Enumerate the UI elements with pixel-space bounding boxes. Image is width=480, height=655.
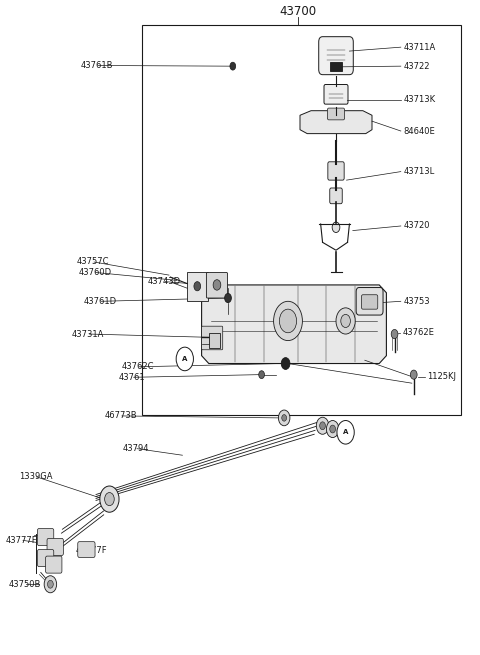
- Bar: [209, 333, 220, 348]
- Text: 43760D: 43760D: [78, 268, 111, 277]
- Circle shape: [105, 493, 114, 506]
- FancyBboxPatch shape: [206, 272, 228, 298]
- FancyBboxPatch shape: [202, 326, 223, 350]
- FancyBboxPatch shape: [356, 288, 383, 315]
- Text: 43777F: 43777F: [6, 536, 37, 545]
- Text: 43700: 43700: [279, 5, 316, 18]
- Text: 43777F: 43777F: [76, 546, 108, 555]
- Text: A: A: [182, 356, 188, 362]
- Circle shape: [281, 358, 290, 369]
- Text: 43761: 43761: [119, 373, 145, 382]
- Text: 43743D: 43743D: [148, 277, 181, 286]
- Text: 43761D: 43761D: [84, 297, 117, 306]
- Text: 43713L: 43713L: [403, 167, 434, 176]
- Polygon shape: [202, 285, 386, 364]
- FancyBboxPatch shape: [327, 108, 345, 120]
- FancyBboxPatch shape: [328, 162, 344, 180]
- Text: 43713K: 43713K: [403, 95, 435, 104]
- Text: 46773B: 46773B: [105, 411, 137, 421]
- Circle shape: [274, 301, 302, 341]
- Text: 43731A: 43731A: [72, 329, 104, 339]
- Bar: [142, 25, 461, 415]
- Text: 43720: 43720: [403, 221, 430, 231]
- FancyBboxPatch shape: [47, 538, 63, 555]
- Bar: [330, 62, 342, 71]
- Text: 43794: 43794: [122, 444, 149, 453]
- Circle shape: [44, 576, 57, 593]
- Text: 43762C: 43762C: [121, 362, 154, 371]
- Circle shape: [326, 421, 339, 438]
- Polygon shape: [187, 272, 208, 301]
- Circle shape: [410, 370, 417, 379]
- FancyBboxPatch shape: [46, 556, 62, 573]
- Polygon shape: [300, 111, 372, 134]
- Text: 1125KJ: 1125KJ: [427, 372, 456, 381]
- Circle shape: [316, 417, 329, 434]
- Text: A: A: [343, 429, 348, 436]
- Circle shape: [332, 222, 340, 233]
- FancyBboxPatch shape: [324, 84, 348, 104]
- Circle shape: [100, 486, 119, 512]
- Circle shape: [194, 282, 201, 291]
- Circle shape: [213, 280, 221, 290]
- Text: 84640E: 84640E: [403, 126, 435, 136]
- FancyBboxPatch shape: [330, 188, 342, 204]
- Circle shape: [176, 347, 193, 371]
- Text: 43762E: 43762E: [402, 328, 434, 337]
- Circle shape: [341, 314, 350, 328]
- Circle shape: [48, 580, 53, 588]
- Circle shape: [278, 410, 290, 426]
- FancyBboxPatch shape: [37, 550, 54, 567]
- Text: 43761B: 43761B: [81, 61, 113, 70]
- FancyBboxPatch shape: [78, 542, 95, 557]
- Text: 43750B: 43750B: [9, 580, 41, 589]
- Circle shape: [330, 425, 336, 433]
- Circle shape: [336, 308, 355, 334]
- Circle shape: [320, 422, 325, 430]
- Circle shape: [279, 309, 297, 333]
- Text: 43753: 43753: [403, 297, 430, 306]
- FancyBboxPatch shape: [319, 37, 353, 75]
- Text: 1339GA: 1339GA: [19, 472, 53, 481]
- Circle shape: [225, 293, 231, 303]
- Circle shape: [282, 415, 287, 421]
- Circle shape: [391, 329, 398, 339]
- Text: 43711A: 43711A: [403, 43, 435, 52]
- Circle shape: [230, 62, 236, 70]
- Text: 43722: 43722: [403, 62, 430, 71]
- Text: 43757C: 43757C: [77, 257, 109, 267]
- Circle shape: [259, 371, 264, 379]
- Circle shape: [337, 421, 354, 444]
- FancyBboxPatch shape: [37, 529, 54, 546]
- FancyBboxPatch shape: [361, 295, 378, 309]
